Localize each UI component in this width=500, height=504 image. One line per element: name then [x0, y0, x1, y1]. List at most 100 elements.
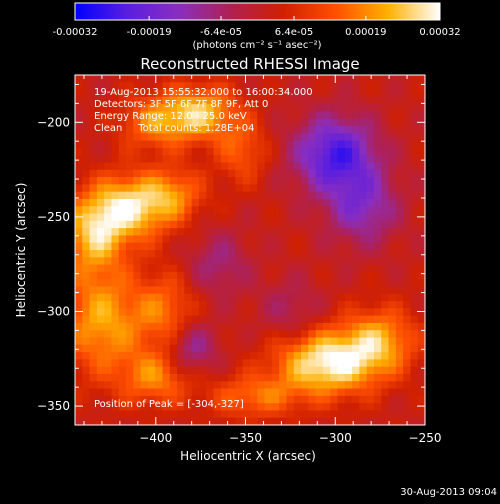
heatmap-cell: [235, 242, 244, 251]
heatmap-cell: [220, 177, 229, 185]
heatmap-cell: [169, 82, 178, 91]
heatmap-cell: [279, 89, 287, 98]
heatmap-cell: [82, 177, 91, 185]
heatmap-cell: [96, 147, 105, 156]
heatmap-cell: [184, 96, 193, 105]
heatmap-cell: [410, 286, 419, 295]
heatmap-cell: [337, 235, 346, 244]
heatmap-cell: [89, 250, 98, 258]
heatmap-cell: [271, 213, 280, 222]
heatmap-cell: [111, 366, 120, 375]
heatmap-cell: [213, 228, 222, 236]
heatmap-cell: [381, 308, 390, 317]
heatmap-cell: [191, 111, 200, 120]
heatmap-cell: [322, 322, 331, 331]
heatmap-cell: [75, 286, 83, 295]
heatmap-cell: [140, 373, 149, 382]
heatmap-cell: [301, 147, 309, 156]
heatmap-cell: [344, 89, 353, 98]
heatmap-cell: [417, 184, 426, 193]
heatmap-cell: [118, 301, 127, 309]
heatmap-cell: [301, 206, 309, 215]
heatmap-cell: [220, 104, 229, 112]
heatmap-cell: [111, 322, 120, 331]
heatmap-cell: [126, 301, 134, 309]
heatmap-cell: [301, 213, 309, 222]
heatmap-cell: [96, 89, 105, 98]
heatmap-cell: [169, 140, 178, 149]
heatmap-cell: [104, 228, 112, 236]
heatmap-cell: [235, 235, 244, 244]
heatmap-cell: [126, 89, 134, 98]
heatmap-cell: [352, 242, 360, 251]
heatmap-cell: [381, 403, 390, 411]
heatmap-cell: [308, 366, 317, 375]
heatmap-cell: [75, 235, 83, 244]
heatmap-cell: [228, 366, 236, 375]
heatmap-cell: [373, 155, 382, 163]
heatmap-cell: [147, 373, 156, 382]
heatmap-cell: [140, 191, 149, 200]
heatmap-cell: [206, 271, 215, 280]
heatmap-cell: [381, 75, 390, 83]
heatmap-cell: [206, 169, 215, 178]
heatmap-cell: [293, 228, 302, 236]
heatmap-cell: [330, 126, 338, 134]
heatmap-cell: [235, 322, 244, 331]
heatmap-cell: [250, 330, 258, 338]
heatmap-cell: [75, 111, 83, 120]
heatmap-cell: [111, 330, 120, 338]
heatmap-cell: [198, 257, 207, 266]
heatmap-cell: [293, 315, 302, 324]
heatmap-cell: [264, 162, 273, 171]
heatmap-cell: [104, 330, 112, 338]
heatmap-cell: [155, 301, 163, 309]
heatmap-cell: [395, 118, 404, 127]
heatmap-cell: [337, 82, 346, 91]
axis-ticks: −400 −350 −300 −250−200−250−300−350: [37, 75, 441, 445]
heatmap-cell: [257, 293, 266, 302]
heatmap-cell: [330, 403, 338, 411]
heatmap-cell: [322, 366, 331, 375]
heatmap-cell: [96, 322, 105, 331]
heatmap-cell: [89, 177, 98, 185]
heatmap-cell: [191, 75, 200, 83]
heatmap-cell: [257, 250, 266, 258]
heatmap-cell: [191, 250, 200, 258]
heatmap-cell: [417, 264, 426, 273]
heatmap-cell: [403, 366, 411, 375]
heatmap-cell: [126, 308, 134, 317]
heatmap-cell: [213, 133, 222, 142]
heatmap-cell: [75, 140, 83, 149]
heatmap-cell: [242, 140, 251, 149]
heatmap-cell: [96, 330, 105, 338]
heatmap-cell: [220, 271, 229, 280]
heatmap-cell: [359, 264, 368, 273]
heatmap-cell: [381, 140, 390, 149]
heatmap-cell: [89, 242, 98, 251]
heatmap-cell: [82, 111, 91, 120]
heatmap-cell: [184, 242, 193, 251]
heatmap-cell: [126, 213, 134, 222]
heatmap-cell: [417, 337, 426, 346]
heatmap-cell: [75, 264, 83, 273]
heatmap-cell: [257, 366, 266, 375]
heatmap-cell: [126, 177, 134, 185]
heatmap-cell: [235, 344, 244, 353]
heatmap-cell: [359, 344, 368, 353]
heatmap-cell: [118, 373, 127, 382]
heatmap-cell: [133, 322, 142, 331]
heatmap-cell: [359, 271, 368, 280]
heatmap-cell: [126, 315, 134, 324]
heatmap-cell: [352, 257, 360, 266]
heatmap-cell: [395, 242, 404, 251]
heatmap-cell: [388, 96, 397, 105]
heatmap-cell: [337, 126, 346, 134]
heatmap-cell: [388, 191, 397, 200]
heatmap-cell: [206, 264, 215, 273]
heatmap-cell: [140, 177, 149, 185]
heatmap-cell: [82, 228, 91, 236]
heatmap-cell: [315, 213, 324, 222]
heatmap-cell: [111, 82, 120, 91]
heatmap-cell: [140, 366, 149, 375]
